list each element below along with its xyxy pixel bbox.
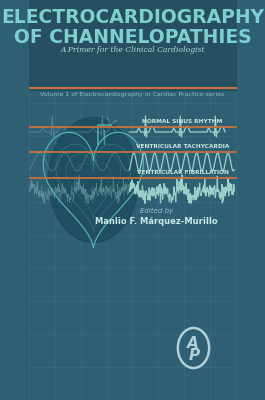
Text: VENTRICULAR TACHYCARDIA: VENTRICULAR TACHYCARDIA — [136, 144, 229, 149]
Text: ELECTROCARDIOGRAPHY: ELECTROCARDIOGRAPHY — [1, 8, 264, 27]
Text: NORMAL SINUS RHYTHM: NORMAL SINUS RHYTHM — [142, 119, 223, 124]
Text: A Primer for the Clinical Cardiologist: A Primer for the Clinical Cardiologist — [60, 46, 205, 54]
Text: OF CHANNELOPATHIES: OF CHANNELOPATHIES — [14, 28, 251, 47]
Text: Volume 1 of Electrocardiography in Cardiac Practice series: Volume 1 of Electrocardiography in Cardi… — [40, 92, 225, 97]
Bar — [29, 0, 236, 90]
Ellipse shape — [48, 118, 138, 242]
Text: P: P — [189, 348, 200, 362]
Text: Edited by: Edited by — [140, 208, 173, 214]
Text: A: A — [187, 336, 198, 350]
Text: VENTRICULAR FIBRILLATION: VENTRICULAR FIBRILLATION — [137, 170, 228, 175]
Text: Manlio F. Márquez-Murillo: Manlio F. Márquez-Murillo — [95, 217, 218, 226]
